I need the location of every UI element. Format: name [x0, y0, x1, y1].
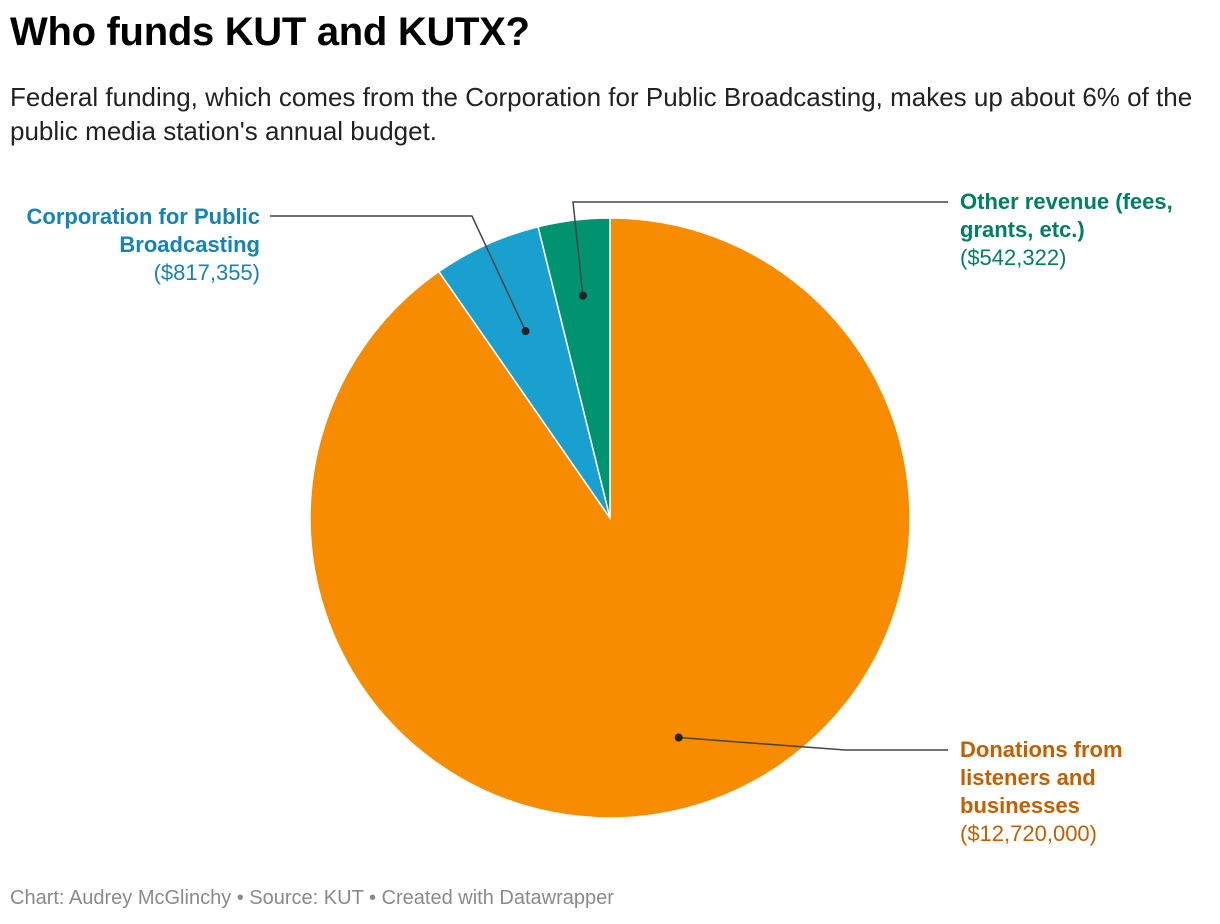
leader-dot-0 [674, 733, 683, 742]
slice-name-other: Other revenue (fees, grants, etc.) [960, 189, 1173, 242]
leader-line-1 [270, 215, 527, 332]
chart-footer: Chart: Audrey McGlinchy • Source: KUT • … [10, 887, 614, 909]
slice-value-donations: ($12,720,000) [960, 821, 1097, 846]
label-other-revenue: Other revenue (fees, grants, etc.) ($542… [960, 188, 1200, 272]
pie-slice-2 [537, 217, 611, 519]
label-corporation-for-public-broadcasting: Corporation for Public Broadcasting ($81… [10, 203, 260, 287]
slice-name-cpb: Corporation for Public Broadcasting [26, 204, 260, 257]
leader-dot-1 [521, 327, 530, 336]
chart-title: Who funds KUT and KUTX? [10, 10, 530, 54]
leader-line-2 [572, 201, 948, 296]
label-donations: Donations from listeners and businesses … [960, 736, 1140, 848]
chart-subtitle: Federal funding, which comes from the Co… [10, 82, 1193, 146]
slice-name-donations: Donations from listeners and businesses [960, 737, 1123, 818]
leader-dot-2 [578, 291, 587, 300]
slice-value-cpb: ($817,355) [153, 260, 260, 285]
slice-value-other: ($542,322) [960, 245, 1067, 270]
leader-line-0 [678, 736, 948, 751]
